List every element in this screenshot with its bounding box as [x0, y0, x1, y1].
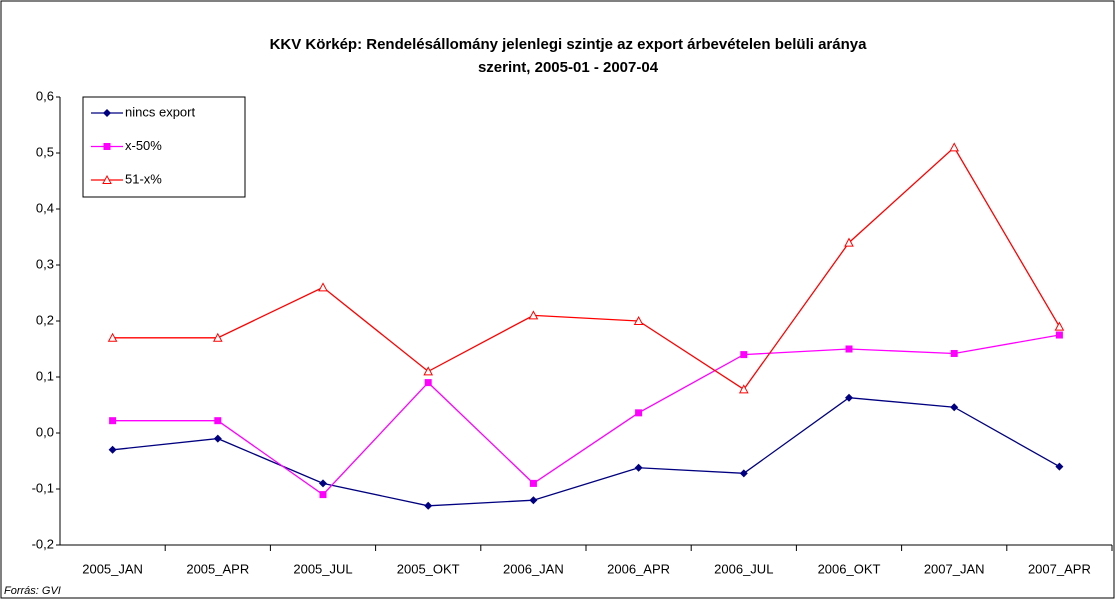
marker: [949, 142, 960, 152]
y-tick-label: -0,2: [32, 536, 54, 551]
y-tick-label: 0,6: [36, 88, 54, 103]
y-tick-label: 0,4: [36, 200, 54, 215]
x-tick-label: 2005_JAN: [82, 561, 143, 576]
marker: [319, 479, 327, 488]
x-tick-label: 2006_APR: [607, 561, 670, 576]
legend-label: x-50%: [125, 138, 162, 153]
marker: [633, 315, 644, 325]
marker: [212, 332, 223, 342]
marker: [319, 491, 327, 499]
marker: [845, 393, 853, 402]
marker: [103, 109, 111, 117]
chart-title: szerint, 2005-01 - 2007-04: [478, 59, 659, 76]
source-note: Forrás: GVI: [4, 585, 61, 597]
x-tick-label: 2005_OKT: [397, 561, 460, 576]
series-line: [112, 334, 1060, 496]
marker: [318, 282, 328, 292]
x-tick-label: 2006_JUL: [714, 561, 773, 576]
x-tick-label: 2005_JUL: [293, 561, 352, 576]
marker: [424, 501, 433, 510]
marker: [635, 409, 643, 417]
marker: [214, 417, 222, 425]
legend-label: nincs export: [125, 104, 195, 119]
marker: [528, 310, 539, 320]
marker: [950, 403, 959, 412]
marker: [950, 349, 958, 357]
marker: [845, 345, 853, 353]
marker: [844, 237, 854, 247]
y-tick-label: 0,5: [36, 144, 54, 159]
marker: [107, 332, 118, 342]
y-tick-label: 0,2: [36, 312, 54, 327]
legend-label: 51-x%: [125, 171, 162, 186]
marker: [739, 469, 748, 478]
marker: [1055, 462, 1064, 471]
y-tick-label: 0,1: [36, 368, 54, 383]
marker: [109, 417, 117, 425]
marker: [529, 496, 538, 505]
x-tick-label: 2007_APR: [1028, 561, 1091, 576]
x-tick-label: 2006_JAN: [503, 561, 564, 576]
marker: [213, 434, 222, 443]
marker: [740, 351, 748, 359]
y-tick-label: 0,0: [36, 424, 54, 439]
marker: [1054, 321, 1065, 331]
marker: [424, 379, 432, 387]
marker: [529, 479, 537, 487]
x-tick-label: 2006_OKT: [818, 561, 881, 576]
marker: [102, 174, 112, 184]
marker: [108, 445, 117, 454]
x-tick-label: 2005_APR: [186, 561, 249, 576]
marker: [423, 366, 434, 376]
chart-title: KKV Körkép: Rendelésállomány jelenlegi s…: [270, 36, 868, 53]
marker: [1055, 331, 1063, 339]
series-line: [112, 397, 1060, 507]
y-tick-label: -0,1: [32, 480, 54, 495]
y-tick-label: 0,3: [36, 256, 54, 271]
x-tick-label: 2007_JAN: [924, 561, 985, 576]
marker: [634, 463, 643, 472]
marker: [738, 384, 749, 394]
series-line: [112, 146, 1060, 391]
marker: [103, 143, 111, 150]
